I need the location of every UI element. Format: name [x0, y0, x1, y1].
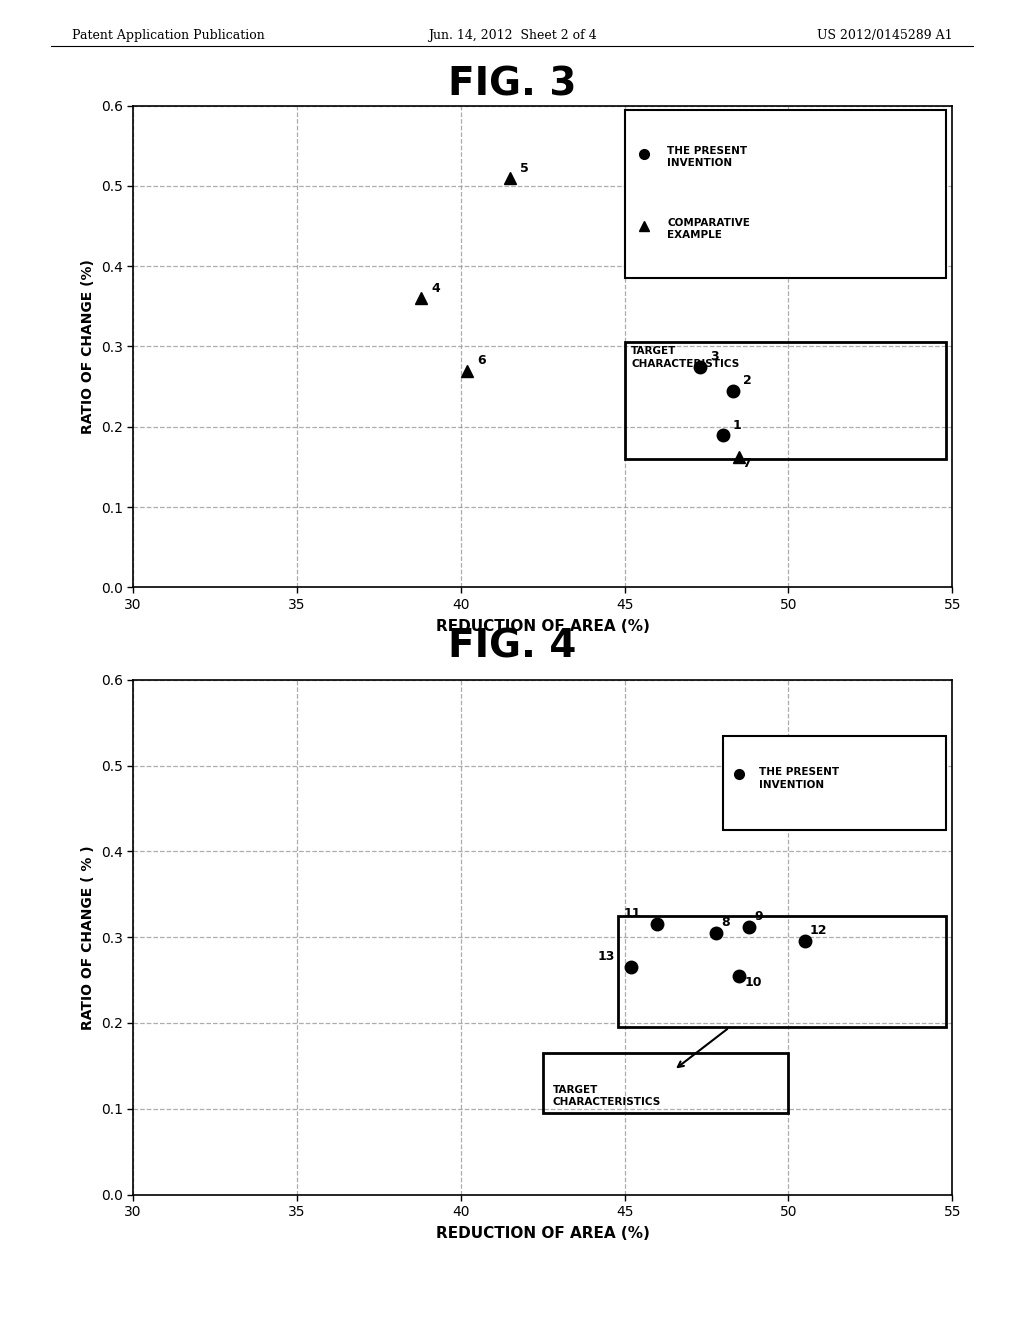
Y-axis label: RATIO OF CHANGE ( % ): RATIO OF CHANGE ( % )	[81, 845, 95, 1030]
Text: 11: 11	[624, 907, 641, 920]
Text: 9: 9	[754, 909, 763, 923]
X-axis label: REDUCTION OF AREA (%): REDUCTION OF AREA (%)	[436, 1226, 649, 1241]
Text: 13: 13	[597, 950, 614, 964]
Text: COMPARATIVE
EXAMPLE: COMPARATIVE EXAMPLE	[668, 218, 751, 240]
Text: 1: 1	[733, 420, 741, 433]
Text: TARGET
CHARACTERISTICS: TARGET CHARACTERISTICS	[553, 1085, 660, 1107]
Text: THE PRESENT
INVENTION: THE PRESENT INVENTION	[759, 767, 839, 789]
Bar	[723, 735, 946, 830]
Bar	[625, 110, 946, 279]
Bar	[543, 1053, 788, 1113]
Text: FIG. 4: FIG. 4	[447, 627, 577, 665]
X-axis label: REDUCTION OF AREA (%): REDUCTION OF AREA (%)	[436, 619, 649, 634]
Bar	[625, 342, 946, 459]
Text: US 2012/0145289 A1: US 2012/0145289 A1	[817, 29, 952, 42]
Text: FIG. 3: FIG. 3	[447, 66, 577, 104]
Text: 3: 3	[710, 350, 719, 363]
Text: 2: 2	[742, 374, 752, 387]
Text: 4: 4	[431, 282, 440, 296]
Text: 7: 7	[742, 457, 752, 470]
Text: 12: 12	[810, 924, 827, 937]
Text: 10: 10	[744, 975, 762, 989]
Text: 6: 6	[477, 354, 485, 367]
Y-axis label: RATIO OF CHANGE (%): RATIO OF CHANGE (%)	[81, 259, 95, 434]
Text: Patent Application Publication: Patent Application Publication	[72, 29, 264, 42]
Text: Jun. 14, 2012  Sheet 2 of 4: Jun. 14, 2012 Sheet 2 of 4	[428, 29, 596, 42]
Text: TARGET
CHARACTERISTICS: TARGET CHARACTERISTICS	[631, 346, 739, 368]
Text: THE PRESENT
INVENTION: THE PRESENT INVENTION	[668, 145, 748, 168]
Bar	[618, 916, 946, 1027]
Text: 5: 5	[520, 161, 528, 174]
Text: 8: 8	[721, 916, 730, 929]
